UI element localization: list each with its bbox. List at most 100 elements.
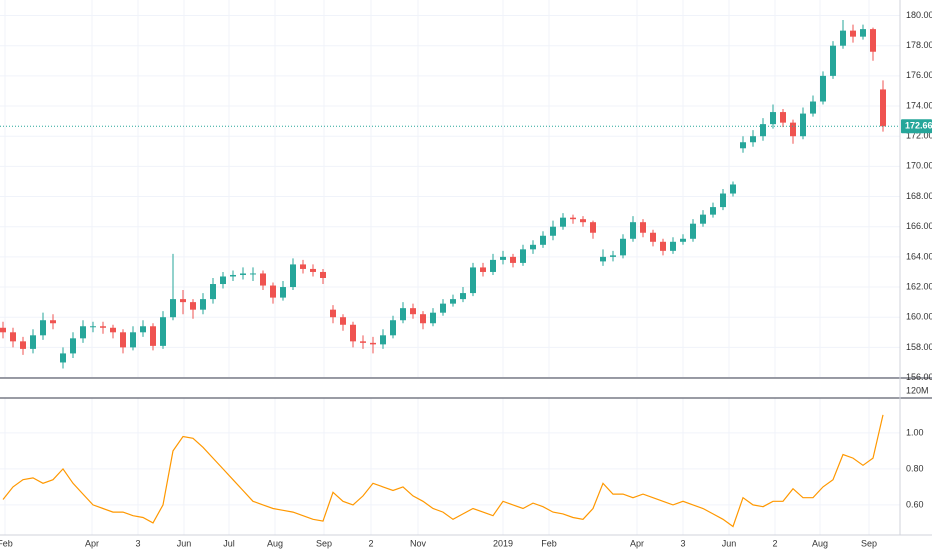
candle-body: [650, 232, 656, 242]
candle-body: [600, 256, 606, 262]
candle-body: [750, 136, 756, 143]
y-tick-label: 180.00: [906, 10, 932, 20]
candle-body: [810, 101, 816, 114]
candle-body: [500, 256, 506, 260]
candle-body: [340, 317, 346, 325]
candle-body: [490, 259, 496, 272]
labels: 156.00 158.00 160.00 162.00 164.00 166.00 168.…: [0, 10, 932, 548]
candle-body: [560, 217, 566, 227]
candle-body: [520, 249, 526, 263]
candle-body: [210, 284, 216, 300]
candle-body: [130, 332, 136, 348]
last-price-label: 172.66: [905, 121, 932, 131]
candle-body: [580, 219, 586, 223]
y-tick-label: 176.00: [906, 70, 932, 80]
candle-body: [780, 112, 786, 123]
x-tick-label: Aug: [267, 538, 283, 548]
candle-body: [400, 308, 406, 321]
candle-body: [230, 274, 236, 277]
candle-body: [0, 327, 6, 333]
candle-body: [20, 341, 26, 349]
candle-body: [300, 264, 306, 269]
candle-body: [820, 75, 826, 102]
y-tick-label: 178.00: [906, 40, 932, 50]
candle-body: [370, 342, 376, 345]
y-tick-label: 158.00: [906, 342, 932, 352]
candle-body: [50, 320, 56, 324]
candle-body: [220, 276, 226, 285]
candle-body: [790, 122, 796, 137]
y-tick-label: 164.00: [906, 251, 932, 261]
scale-label: 120M: [906, 385, 929, 395]
candle-body: [190, 302, 196, 310]
candle-body: [240, 273, 246, 275]
candle-body: [680, 238, 686, 242]
y-tick-label: 172.00: [906, 131, 932, 141]
candle-body: [510, 256, 516, 263]
candle-body: [630, 222, 636, 239]
candle-body: [10, 332, 16, 342]
x-tick-label: Apr: [85, 538, 99, 548]
x-tick-label: Jun: [177, 538, 192, 548]
candle-body: [860, 29, 866, 37]
candle-body: [480, 267, 486, 272]
candle-body: [450, 299, 456, 304]
candle-body: [710, 207, 716, 215]
candle-body: [140, 326, 146, 333]
candle-body: [310, 268, 316, 272]
candle-body: [280, 287, 286, 298]
candle-body: [540, 235, 546, 245]
candle-body: [380, 335, 386, 345]
candle-body: [740, 142, 746, 149]
grid: [0, 0, 900, 535]
candle-body: [460, 293, 466, 300]
candle-body: [530, 244, 536, 250]
candle-body: [410, 308, 416, 315]
x-tick-label: Sep: [861, 538, 877, 548]
candle-body: [430, 312, 436, 324]
candle-body: [880, 89, 886, 127]
candle-body: [850, 30, 856, 37]
y-tick-label: 162.00: [906, 281, 932, 291]
candle-body: [160, 317, 166, 346]
y-tick-label: 166.00: [906, 221, 932, 231]
candle-body: [720, 193, 726, 208]
candle-body: [150, 326, 156, 346]
x-tick-label: Feb: [0, 538, 13, 548]
y-tick-label: 160.00: [906, 312, 932, 322]
x-tick-label: 2: [368, 538, 373, 548]
candle-body: [590, 222, 596, 233]
x-tick-label: Aug: [812, 538, 828, 548]
y-tick-label: 174.00: [906, 100, 932, 110]
x-tick-label: Sep: [316, 538, 332, 548]
candle-body: [610, 255, 616, 257]
candle-body: [270, 285, 276, 298]
x-tick-label: Nov: [410, 538, 427, 548]
candle-body: [350, 324, 356, 342]
candle-body: [830, 45, 836, 76]
candle-body: [100, 326, 106, 328]
y-tick-label: 1.00: [906, 427, 924, 437]
candle-body: [360, 341, 366, 343]
candle-body: [110, 327, 116, 333]
candle-body: [420, 314, 426, 324]
candle-body: [320, 271, 326, 278]
candle-body: [840, 30, 846, 46]
y-tick-label: 170.00: [906, 161, 932, 171]
x-tick-label: 3: [135, 538, 140, 548]
x-tick-label: Apr: [630, 538, 644, 548]
candle-body: [690, 223, 696, 239]
candle-body: [670, 241, 676, 251]
last-price-box: [901, 119, 932, 134]
candle-body: [120, 332, 126, 348]
candle-body: [90, 326, 96, 328]
candle-body: [200, 299, 206, 310]
candle-body: [770, 112, 776, 125]
x-tick-label: 2: [772, 538, 777, 548]
x-tick-label: Feb: [541, 538, 557, 548]
candle-body: [170, 299, 176, 318]
candle-body: [180, 299, 186, 303]
candle-body: [390, 320, 396, 336]
